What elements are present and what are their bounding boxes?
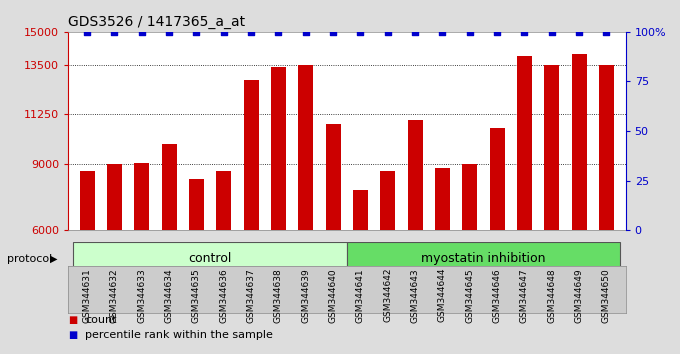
Point xyxy=(601,29,612,35)
Bar xyxy=(435,169,450,354)
Text: GSM344648: GSM344648 xyxy=(547,268,556,322)
Point xyxy=(328,29,339,35)
Point xyxy=(273,29,284,35)
Bar xyxy=(572,54,587,354)
Point xyxy=(301,29,311,35)
Bar xyxy=(243,80,258,354)
Point xyxy=(464,29,475,35)
Text: GSM344643: GSM344643 xyxy=(411,268,420,322)
Text: GSM344634: GSM344634 xyxy=(165,268,173,322)
Bar xyxy=(299,65,313,354)
Text: GSM344638: GSM344638 xyxy=(274,268,283,322)
Bar xyxy=(216,171,231,354)
Bar xyxy=(162,144,177,354)
Point xyxy=(245,29,256,35)
Bar xyxy=(271,67,286,354)
Text: ■: ■ xyxy=(68,330,78,339)
Bar xyxy=(407,120,423,354)
Text: GSM344639: GSM344639 xyxy=(301,268,310,322)
Bar xyxy=(347,242,620,274)
Point xyxy=(109,29,120,35)
Point xyxy=(574,29,585,35)
Bar xyxy=(517,56,532,354)
Text: GSM344645: GSM344645 xyxy=(465,268,474,322)
Point xyxy=(437,29,448,35)
Text: GSM344649: GSM344649 xyxy=(575,268,583,322)
Bar xyxy=(353,190,368,354)
Text: percentile rank within the sample: percentile rank within the sample xyxy=(85,330,273,339)
Text: GSM344640: GSM344640 xyxy=(328,268,338,322)
Text: GSM344646: GSM344646 xyxy=(492,268,502,322)
Bar xyxy=(544,65,560,354)
Text: count: count xyxy=(85,315,116,325)
Bar xyxy=(462,164,477,354)
Bar xyxy=(189,179,204,354)
Text: GSM344644: GSM344644 xyxy=(438,268,447,322)
Text: myostatin inhibition: myostatin inhibition xyxy=(421,252,546,265)
Text: control: control xyxy=(188,252,232,265)
Text: GSM344633: GSM344633 xyxy=(137,268,146,322)
Text: GDS3526 / 1417365_a_at: GDS3526 / 1417365_a_at xyxy=(68,16,245,29)
Bar xyxy=(134,163,150,354)
Point xyxy=(164,29,175,35)
Bar xyxy=(380,171,395,354)
Text: GSM344650: GSM344650 xyxy=(602,268,611,322)
Text: GSM344641: GSM344641 xyxy=(356,268,365,322)
Bar xyxy=(80,171,95,354)
Bar xyxy=(326,124,341,354)
Text: ■: ■ xyxy=(68,315,78,325)
Text: GSM344631: GSM344631 xyxy=(83,268,92,322)
Text: GSM344636: GSM344636 xyxy=(219,268,228,322)
Point xyxy=(218,29,229,35)
Point xyxy=(409,29,420,35)
Bar xyxy=(107,164,122,354)
Text: GSM344632: GSM344632 xyxy=(110,268,119,322)
Text: protocol: protocol xyxy=(7,254,56,264)
Point xyxy=(382,29,393,35)
Point xyxy=(519,29,530,35)
Point xyxy=(546,29,557,35)
Point xyxy=(492,29,503,35)
Bar xyxy=(73,242,347,274)
Point xyxy=(355,29,366,35)
Text: GSM344647: GSM344647 xyxy=(520,268,529,322)
Text: GSM344642: GSM344642 xyxy=(384,268,392,322)
Point xyxy=(82,29,92,35)
Text: ▶: ▶ xyxy=(50,254,58,264)
Bar xyxy=(599,65,614,354)
Point xyxy=(191,29,202,35)
Text: GSM344635: GSM344635 xyxy=(192,268,201,322)
Bar xyxy=(490,128,505,354)
Text: GSM344637: GSM344637 xyxy=(247,268,256,322)
Point xyxy=(137,29,148,35)
